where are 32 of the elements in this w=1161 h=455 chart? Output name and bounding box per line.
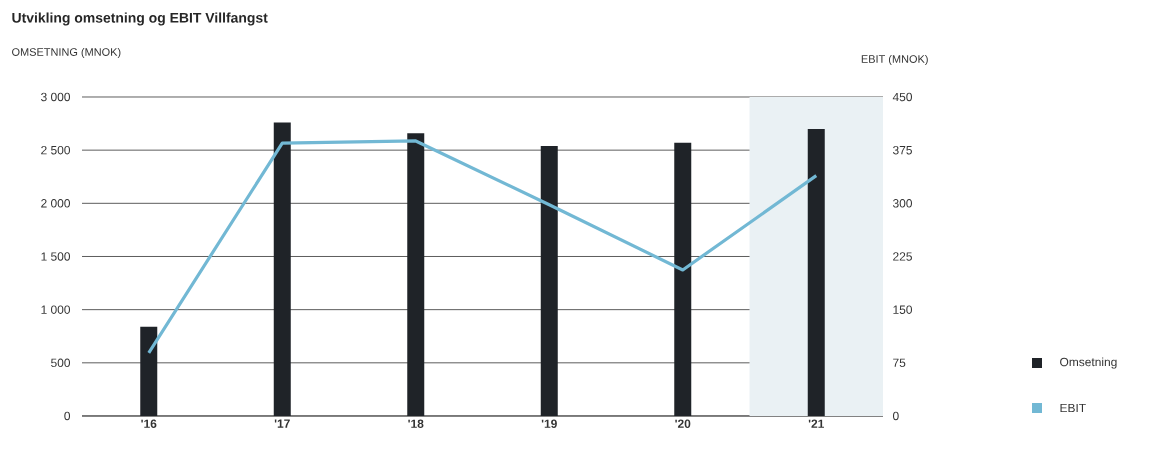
y2-tick-label: 225 xyxy=(893,252,912,261)
bar xyxy=(407,133,425,416)
bar xyxy=(807,128,825,416)
line-series xyxy=(147,139,818,355)
y-tick-label: 2 500 xyxy=(41,145,71,155)
y-tick-label: 0 xyxy=(64,411,71,421)
x-tick-label: '17 xyxy=(274,419,290,428)
bar xyxy=(140,326,158,416)
y2-tick-label: 0 xyxy=(893,411,899,421)
y2-tick-label: 450 xyxy=(892,92,913,102)
bar xyxy=(273,122,291,416)
y-tick-label: 1 000 xyxy=(41,305,71,314)
y-tick-label: 1 500 xyxy=(41,252,71,261)
y-tick-label: 2 000 xyxy=(41,199,71,208)
x-tick-label: '19 xyxy=(541,419,557,428)
x-tick-label: '21 xyxy=(808,419,824,428)
y2-tick-label: 150 xyxy=(893,305,913,314)
x-tick-label: '16 xyxy=(141,419,157,428)
y-tick-label: 3 000 xyxy=(41,92,71,102)
x-tick-label: '18 xyxy=(408,419,424,428)
legend-label: Omsetning xyxy=(1060,357,1117,369)
y-axis-title: OMSETNING (MNOK) xyxy=(12,47,121,59)
y2-tick-label: 75 xyxy=(893,358,906,367)
chart-title: Utvikling omsetning og EBIT Villfangst xyxy=(12,12,268,26)
x-tick-label: '20 xyxy=(675,419,691,428)
legend-label: EBIT xyxy=(1060,403,1086,413)
y2-tick-label: 300 xyxy=(892,199,913,208)
bar xyxy=(540,145,558,416)
y2-tick-label: 375 xyxy=(892,145,912,155)
bar xyxy=(674,142,692,416)
y2-axis-title: EBIT (MNOK) xyxy=(861,54,928,66)
y-tick-label: 500 xyxy=(51,358,71,368)
